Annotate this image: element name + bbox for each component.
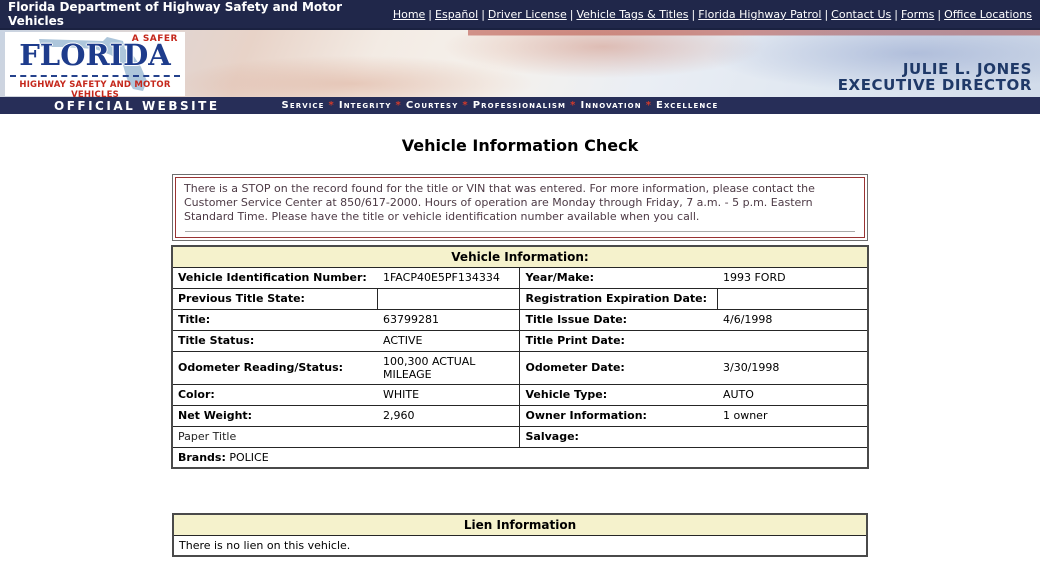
top-link[interactable]: Office Locations bbox=[944, 7, 1032, 21]
top-link[interactable]: Contact Us bbox=[831, 7, 892, 21]
field-value: 3/30/1998 bbox=[717, 350, 869, 385]
flag-banner: A SAFER FLORIDA HIGHWAY SAFETY AND MOTOR… bbox=[0, 28, 1040, 100]
table-row: There is no lien on this vehicle. bbox=[172, 534, 868, 557]
page-content: Vehicle Information Check There is a STO… bbox=[0, 114, 1040, 557]
lien-info-table: Lien Information There is no lien on thi… bbox=[172, 513, 868, 557]
top-bar: Florida Department of Highway Safety and… bbox=[0, 0, 1040, 28]
top-link[interactable]: Forms bbox=[900, 7, 935, 21]
brands-value: POLICE bbox=[229, 450, 269, 464]
field-value: 100,300 ACTUAL MILEAGE bbox=[377, 350, 521, 385]
top-link[interactable]: Florida Highway Patrol bbox=[698, 7, 822, 21]
list-separator: | bbox=[691, 7, 696, 21]
field-value: 4/6/1998 bbox=[717, 308, 869, 331]
list-separator: | bbox=[937, 7, 942, 21]
table-row: Paper Title Salvage: bbox=[171, 425, 869, 448]
top-link[interactable]: Home bbox=[392, 7, 426, 21]
logo-tagline: A SAFER bbox=[131, 34, 178, 44]
agency-motto: Service * Integrity * Courtesy * Professionali… bbox=[282, 100, 719, 111]
site-title: Florida Department of Highway Safety and… bbox=[8, 0, 343, 28]
logo-subtitle: HIGHWAY SAFETY AND MOTOR VEHICLES bbox=[19, 80, 171, 100]
list-separator: * bbox=[395, 100, 402, 111]
table-row: Title: 63799281 Title Issue Date: 4/6/19… bbox=[171, 308, 869, 331]
field-value: 63799281 bbox=[377, 308, 521, 331]
top-links: Home | Español | Driver License | Vehicle Tags… bbox=[393, 8, 1032, 21]
list-separator: | bbox=[894, 7, 898, 21]
director-name: JULIE L. JONES bbox=[902, 60, 1032, 78]
paper-title-cell: Paper Title bbox=[171, 425, 521, 448]
field-label: Net Weight: bbox=[171, 404, 378, 427]
top-link[interactable]: Vehicle Tags & Titles bbox=[576, 7, 689, 21]
field-value: 1993 FORD bbox=[717, 266, 869, 289]
table-row: Net Weight: 2,960 Owner Information: 1 o… bbox=[171, 404, 869, 427]
motto-bar: OFFICIAL WEBSITE Service * Integrity * Court… bbox=[0, 97, 1040, 114]
list-separator: * bbox=[328, 100, 335, 111]
executive-director-block: JULIE L. JONES EXECUTIVE DIRECTOR bbox=[838, 61, 1032, 93]
list-separator: | bbox=[569, 7, 574, 21]
table-row: Previous Title State: Registration Expir… bbox=[171, 287, 869, 310]
field-label: Owner Information: bbox=[519, 404, 718, 427]
field-label: Vehicle Identification Number: bbox=[171, 266, 378, 289]
lien-section: Lien Information There is no lien on thi… bbox=[0, 513, 1040, 557]
field-label: Year/Make: bbox=[519, 266, 718, 289]
logo-wordmark: FLORIDA bbox=[19, 38, 171, 72]
list-separator: | bbox=[481, 7, 485, 21]
list-separator: * bbox=[462, 100, 469, 111]
table-row: Brands: POLICE bbox=[171, 446, 869, 469]
motto-word: Integrity bbox=[338, 100, 392, 111]
vehicle-info-header: Vehicle Information: bbox=[171, 245, 869, 268]
motto-word: Innovation bbox=[580, 100, 642, 111]
salvage-label: Salvage: bbox=[519, 425, 869, 448]
list-separator: | bbox=[428, 7, 433, 21]
motto-word: Courtesy bbox=[405, 100, 459, 111]
field-label: Odometer Date: bbox=[519, 350, 718, 385]
table-row: Color: WHITE Vehicle Type: AUTO bbox=[171, 383, 869, 406]
lien-info-header: Lien Information bbox=[172, 513, 868, 536]
table-row: Title Status: ACTIVE Title Print Date: bbox=[171, 329, 869, 352]
stop-notice-text: There is a STOP on the record found for … bbox=[184, 182, 815, 223]
top-link[interactable]: Español bbox=[435, 7, 479, 21]
logo-dashed-divider bbox=[10, 75, 180, 77]
table-header-row: Vehicle Information: bbox=[171, 245, 869, 268]
field-value bbox=[717, 287, 869, 310]
list-separator: * bbox=[570, 100, 577, 111]
field-value: 1FACP40E5PF134334 bbox=[377, 266, 521, 289]
field-value: 2,960 bbox=[377, 404, 521, 427]
field-value bbox=[377, 287, 521, 310]
field-label: Previous Title State: bbox=[171, 287, 379, 310]
motto-word: Professionalism bbox=[472, 100, 567, 111]
field-value bbox=[717, 329, 869, 352]
brands-label: Brands: bbox=[177, 450, 226, 464]
lien-message: There is no lien on this vehicle. bbox=[172, 534, 868, 557]
table-row: Vehicle Identification Number: 1FACP40E5… bbox=[171, 266, 869, 289]
florida-dhsmv-logo: A SAFER FLORIDA HIGHWAY SAFETY AND MOTOR… bbox=[5, 32, 185, 100]
stop-notice: There is a STOP on the record found for … bbox=[172, 174, 868, 241]
director-title: EXECUTIVE DIRECTOR bbox=[837, 76, 1032, 94]
field-value: AUTO bbox=[717, 383, 869, 406]
field-label: Color: bbox=[171, 383, 378, 406]
florida-state-silhouette-icon bbox=[39, 37, 147, 91]
top-link[interactable]: Driver License bbox=[487, 7, 567, 21]
motto-word: Excellence bbox=[656, 100, 719, 111]
list-separator: * bbox=[645, 100, 653, 111]
brands-cell: Brands: POLICE bbox=[171, 446, 869, 469]
stop-notice-divider bbox=[185, 231, 855, 233]
table-header-row: Lien Information bbox=[172, 513, 868, 536]
stop-notice-inner: There is a STOP on the record found for … bbox=[175, 177, 865, 238]
vehicle-info-table: Vehicle Information: Vehicle Identificat… bbox=[170, 245, 870, 469]
field-label: Odometer Reading/Status: bbox=[171, 350, 378, 385]
field-value: 1 owner bbox=[717, 404, 869, 427]
list-separator: | bbox=[824, 7, 829, 21]
table-row: Odometer Reading/Status: 100,300 ACTUAL … bbox=[171, 350, 869, 385]
field-label: Registration Expiration Date: bbox=[519, 287, 719, 310]
official-website-label: OFFICIAL WEBSITE bbox=[54, 98, 220, 113]
field-value: ACTIVE bbox=[377, 329, 521, 352]
field-value: WHITE bbox=[377, 383, 521, 406]
page-title: Vehicle Information Check bbox=[401, 136, 639, 155]
field-label: Title: bbox=[171, 308, 378, 331]
field-label: Vehicle Type: bbox=[519, 383, 718, 406]
field-label: Title Print Date: bbox=[519, 329, 718, 352]
motto-word: Service bbox=[281, 100, 325, 111]
field-label: Title Status: bbox=[171, 329, 378, 352]
field-label: Title Issue Date: bbox=[519, 308, 718, 331]
